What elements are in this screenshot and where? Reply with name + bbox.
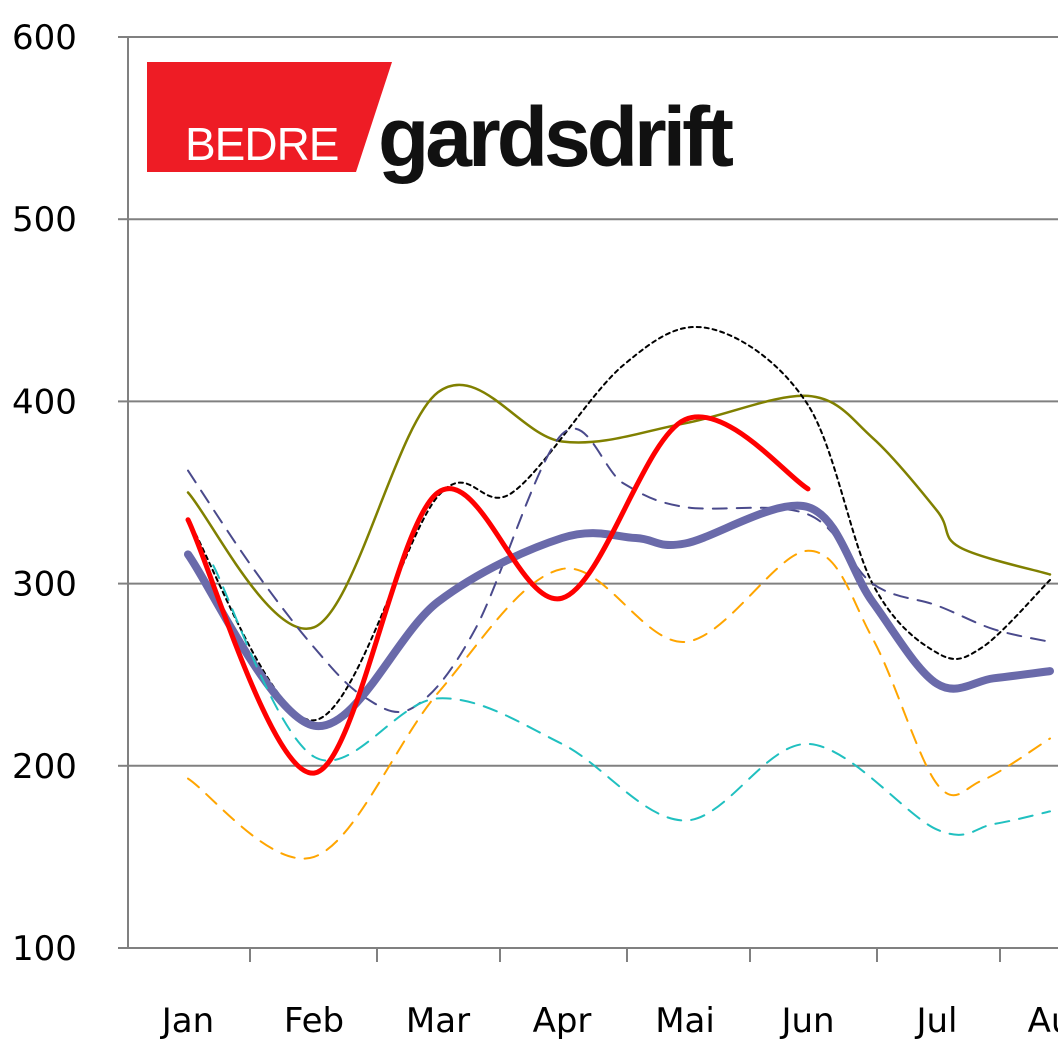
series-layer: [184, 326, 1054, 860]
x-tick-label: Jun: [779, 1001, 834, 1041]
y-tick-label: 200: [12, 747, 77, 787]
series-line-7: [185, 414, 811, 776]
series-line-6: [212, 564, 1051, 836]
x-tick-label: Au: [1028, 1001, 1058, 1041]
y-tick-label: 100: [12, 929, 77, 969]
series-line-4: [184, 501, 1054, 730]
x-tick-label: Mar: [406, 1001, 470, 1041]
series-line-3: [187, 427, 1051, 713]
x-tick-label: Jan: [160, 1001, 214, 1041]
y-tick-label: 300: [12, 565, 77, 605]
logo-red-banner: [147, 62, 392, 172]
y-tick-label: 400: [12, 382, 77, 422]
x-tick-label: Feb: [284, 1001, 344, 1041]
axis-layer: [118, 36, 1058, 962]
logo-text-bedre: BEDRE: [185, 118, 338, 170]
series-line-1: [186, 383, 1052, 631]
x-tick-label: Mai: [655, 1001, 715, 1041]
x-tick-label: Apr: [533, 1001, 592, 1041]
label-layer: 100 200 300 400 500 600 Jan Feb Mar Apr Mai Jun Jul A…: [12, 18, 1058, 1041]
x-tick-label: Jul: [914, 1001, 957, 1041]
series-line-5: [187, 549, 1051, 860]
y-tick-label: 500: [12, 200, 77, 240]
logo-text-gardsdrift: gardsdrift: [378, 90, 733, 184]
grid-layer: [128, 36, 1058, 767]
series-line-2: [187, 326, 1051, 722]
logo: BEDRE gardsdrift: [147, 62, 737, 184]
y-tick-label: 600: [12, 18, 77, 58]
